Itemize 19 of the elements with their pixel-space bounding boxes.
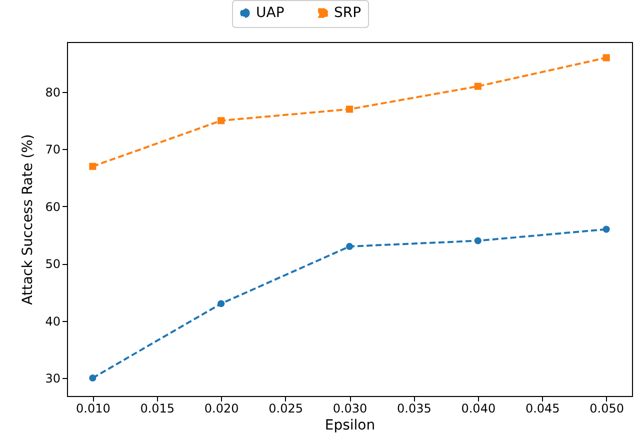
y-tick-label: 80 [45, 86, 60, 100]
y-tick-label: 70 [45, 142, 60, 157]
y-tick-label: 50 [45, 257, 60, 272]
y-tick-label: 40 [45, 314, 60, 328]
x-tick-label: 0.035 [397, 402, 432, 416]
x-tick-label: 0.030 [332, 402, 368, 416]
x-tick-label: 0.015 [140, 402, 175, 416]
y-tick-label: 60 [45, 200, 60, 214]
legend-label: UAP [256, 5, 284, 22]
legend-label: SRP [334, 5, 362, 22]
x-tick-label: 0.040 [461, 402, 496, 416]
y-axis-title: Attack Success Rate (%) [20, 134, 36, 305]
x-tick-label: 0.045 [525, 402, 560, 416]
x-tick-label: 0.025 [268, 402, 303, 416]
x-axis-title: Epsilon [324, 418, 376, 434]
x-tick-label: 0.020 [204, 402, 239, 416]
x-tick-label: 0.050 [590, 402, 624, 416]
x-tick-label: 0.010 [76, 402, 110, 416]
y-tick-label: 30 [45, 371, 60, 386]
